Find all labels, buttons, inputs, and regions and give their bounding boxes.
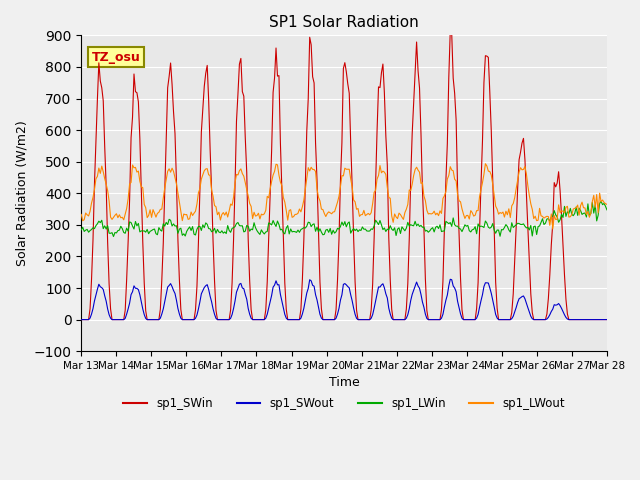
Y-axis label: Solar Radiation (W/m2): Solar Radiation (W/m2) <box>15 120 28 266</box>
Text: TZ_osu: TZ_osu <box>92 50 141 64</box>
Legend: sp1_SWin, sp1_SWout, sp1_LWin, sp1_LWout: sp1_SWin, sp1_SWout, sp1_LWin, sp1_LWout <box>118 392 570 415</box>
Title: SP1 Solar Radiation: SP1 Solar Radiation <box>269 15 419 30</box>
X-axis label: Time: Time <box>329 376 360 389</box>
